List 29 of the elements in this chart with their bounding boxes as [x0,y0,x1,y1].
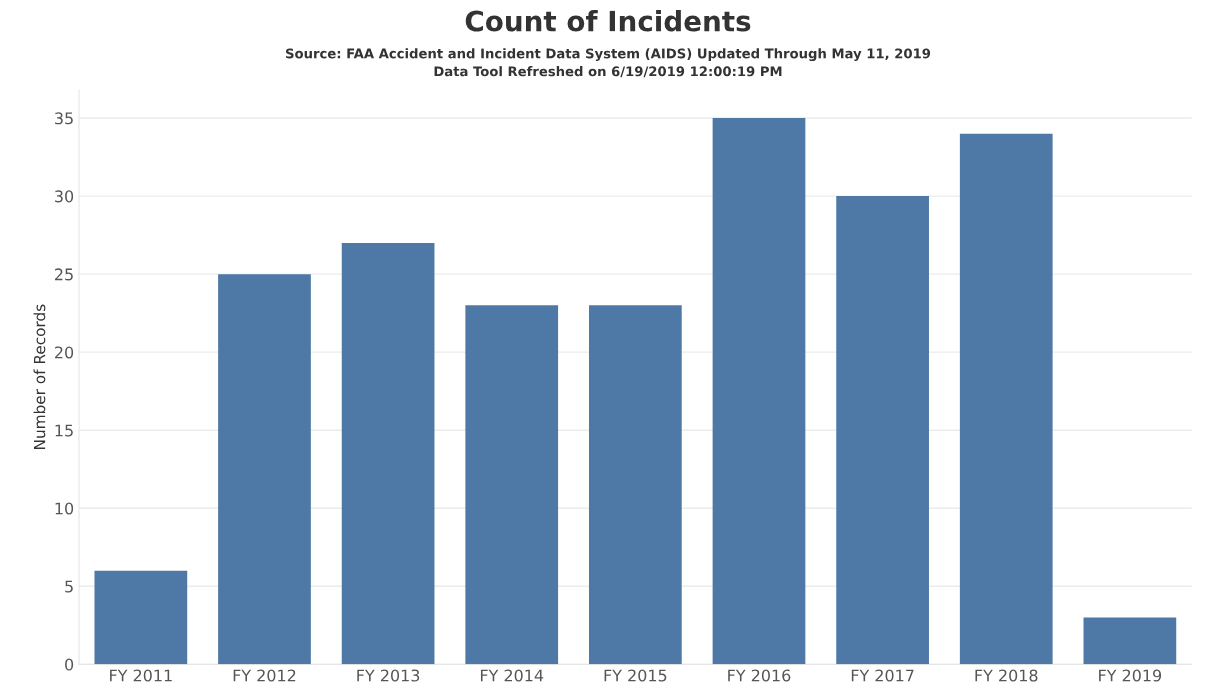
x-tick-label: FY 2013 [357,669,420,682]
chart-title: Count of Incidents [465,10,751,32]
bar [218,274,311,665]
y-tick-label: 5 [65,580,73,593]
bar [465,305,559,665]
bar [836,196,929,665]
chart-subtitle: Source: FAA Accident and Incident Data System (AIDS) Updated Through May 11, 2019 Data Tool Refreshed on 6/19/2019 12:00:19 PM [286,48,931,78]
x-tick-label: FY 2017 [851,669,914,682]
x-tick-label: FY 2011 [110,669,172,682]
y-tick-label: 10 [55,502,74,515]
y-axis-title: Number of Records [33,304,46,449]
bar [94,570,188,665]
y-tick-label: 20 [55,346,74,359]
bar [341,242,435,665]
y-tick-label: 15 [55,424,73,437]
y-tick-label: 25 [55,268,73,281]
bar [712,118,806,665]
x-tick-label: FY 2016 [728,669,791,682]
bar [959,133,1053,665]
x-tick-label: FY 2015 [604,669,667,682]
y-tick-label: 30 [55,190,74,203]
bar [1083,617,1177,665]
y-tick-label: 35 [55,112,73,125]
x-tick-label: FY 2019 [1099,669,1162,682]
x-tick-label: FY 2018 [975,669,1038,682]
x-tick-label: FY 2014 [480,669,544,682]
x-tick-label: FY 2012 [233,669,296,682]
y-tick-label: 0 [65,658,74,671]
bar [589,305,682,665]
